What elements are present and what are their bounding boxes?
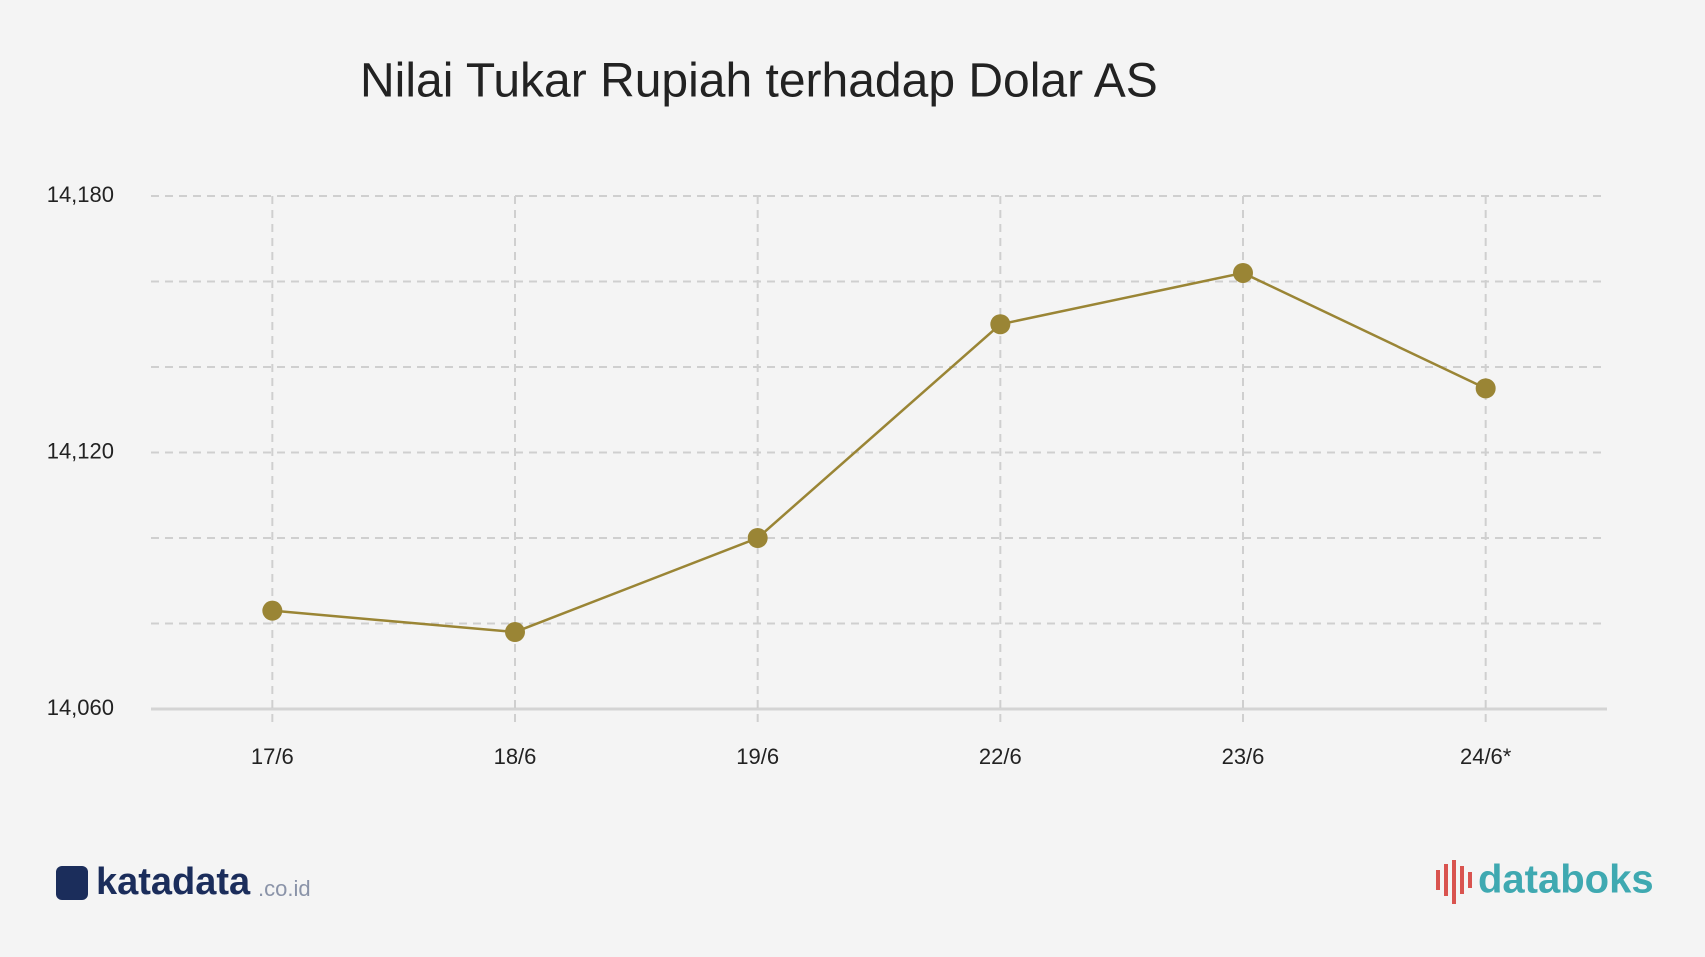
x-tick-label: 23/6 bbox=[1222, 744, 1265, 769]
x-tick-label: 22/6 bbox=[979, 744, 1022, 769]
x-tick-label: 19/6 bbox=[736, 744, 779, 769]
logo-suffix: .co.id bbox=[258, 876, 311, 901]
logo-icon bbox=[56, 866, 88, 900]
y-tick-label: 14,180 bbox=[47, 182, 114, 207]
right-logo: databoks bbox=[1436, 858, 1654, 904]
x-tick-label: 17/6 bbox=[251, 744, 294, 769]
series-line bbox=[272, 271, 1487, 634]
y-tick-label: 14,120 bbox=[47, 438, 114, 463]
logo-icon bbox=[1436, 860, 1472, 904]
x-tick-label: 18/6 bbox=[494, 744, 537, 769]
point bbox=[1475, 378, 1496, 399]
point bbox=[262, 600, 283, 621]
point bbox=[747, 528, 768, 548]
chart-title: Nilai Tukar Rupiah terhadap Dolar AS bbox=[360, 55, 1158, 108]
point bbox=[505, 622, 525, 643]
y-tick-label: 14,060 bbox=[47, 695, 114, 720]
point bbox=[990, 314, 1011, 335]
point bbox=[1233, 262, 1253, 283]
x-tick-label: 24/6* bbox=[1460, 744, 1512, 769]
logo-text: databoks bbox=[1478, 858, 1654, 902]
logo-text: katadata bbox=[96, 861, 251, 903]
left-logo: katadata .co.id bbox=[56, 861, 311, 903]
